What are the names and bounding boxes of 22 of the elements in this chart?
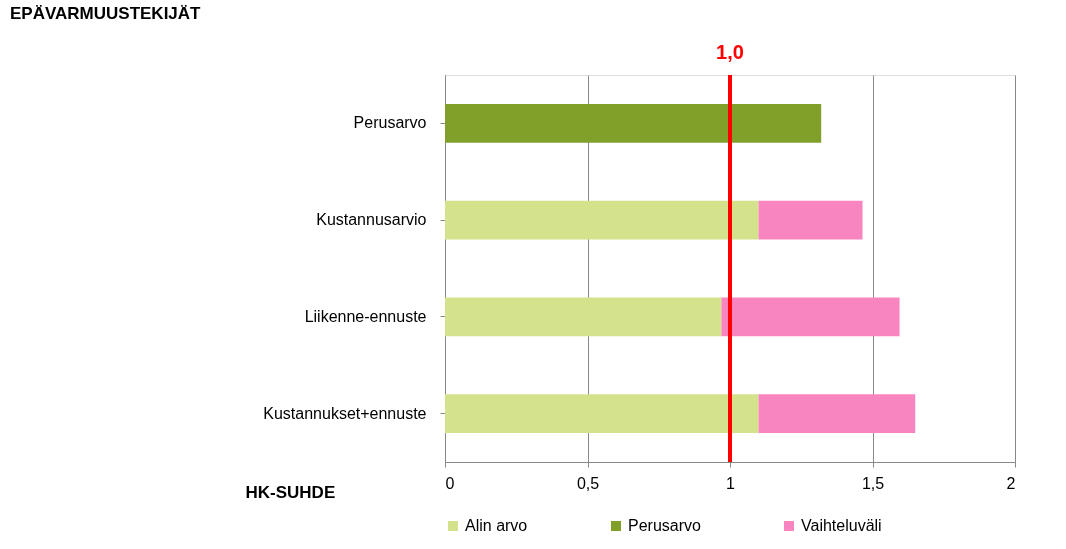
x-tick-label: 0 bbox=[445, 474, 455, 492]
legend-label: Vaihteluväli bbox=[801, 517, 882, 534]
bar bbox=[445, 104, 822, 143]
ref-line-label: 1,0 bbox=[716, 41, 744, 63]
bar bbox=[758, 200, 863, 240]
bar bbox=[758, 394, 916, 433]
x-tick-label: 2 bbox=[1006, 474, 1016, 492]
y-tick-label: Kustannukset+ennuste bbox=[263, 404, 427, 422]
bar bbox=[721, 297, 900, 337]
y-tick-label: Perusarvo bbox=[353, 114, 427, 132]
legend-label: Alin arvo bbox=[465, 517, 528, 534]
x-axis-title: HK-SUHDE bbox=[245, 482, 336, 502]
legend-label: Perusarvo bbox=[628, 517, 702, 534]
bar bbox=[445, 394, 759, 433]
x-tick-label: 0,5 bbox=[576, 474, 600, 492]
bar bbox=[445, 200, 759, 240]
bar bbox=[445, 297, 722, 337]
y-tick-label: Kustannusarvio bbox=[316, 211, 427, 229]
y-tick-label: Liikenne-ennuste bbox=[304, 307, 427, 325]
text: EPÄVARMUUSTEKIJÄT bbox=[10, 4, 202, 23]
x-tick-label: 1,5 bbox=[861, 474, 885, 492]
x-tick-label: 1 bbox=[726, 474, 736, 492]
